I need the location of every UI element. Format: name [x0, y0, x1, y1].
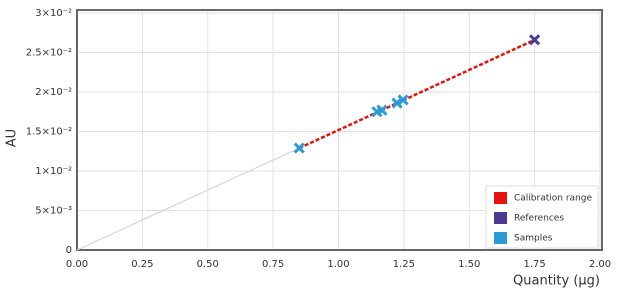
calibration-line: [298, 38, 536, 150]
x-marker: [397, 94, 409, 106]
fit-line: [76, 147, 300, 251]
y-tick-label: 1.5×10⁻²: [26, 127, 72, 138]
x-tick-label: 1.00: [327, 259, 349, 270]
y-tick-label: 0: [66, 245, 72, 256]
y-tick-label: 3×10⁻²: [35, 8, 72, 19]
x-marker: [529, 34, 541, 46]
legend-label: Samples: [514, 234, 553, 244]
x-tick-label: 0.25: [131, 259, 153, 270]
x-tick-label: 0.00: [66, 259, 88, 270]
legend-label: Calibration range: [514, 194, 592, 204]
x-tick-label: 2.00: [589, 259, 611, 270]
y-tick-label: 1×10⁻²: [35, 166, 72, 177]
legend-swatch: [494, 232, 507, 244]
x-marker: [293, 142, 305, 154]
x-tick-label: 1.75: [523, 259, 545, 270]
x-tick-label: 1.50: [458, 259, 480, 270]
x-tick-label: 0.50: [197, 259, 219, 270]
legend-swatch: [494, 192, 507, 204]
x-marker: [391, 97, 403, 109]
x-marker: [376, 104, 388, 116]
y-tick-label: 5×10⁻³: [35, 206, 72, 217]
x-tick-label: 0.75: [262, 259, 284, 270]
x-axis-title: Quantity (µg): [513, 274, 600, 289]
legend-label: References: [514, 214, 564, 224]
y-axis-title: AU: [5, 129, 20, 147]
legend-swatch: [494, 212, 507, 224]
plot-frame: [76, 9, 603, 251]
x-tick-label: 1.25: [393, 259, 415, 270]
y-tick-label: 2.5×10⁻²: [26, 48, 72, 59]
y-tick-label: 2×10⁻²: [35, 87, 72, 98]
